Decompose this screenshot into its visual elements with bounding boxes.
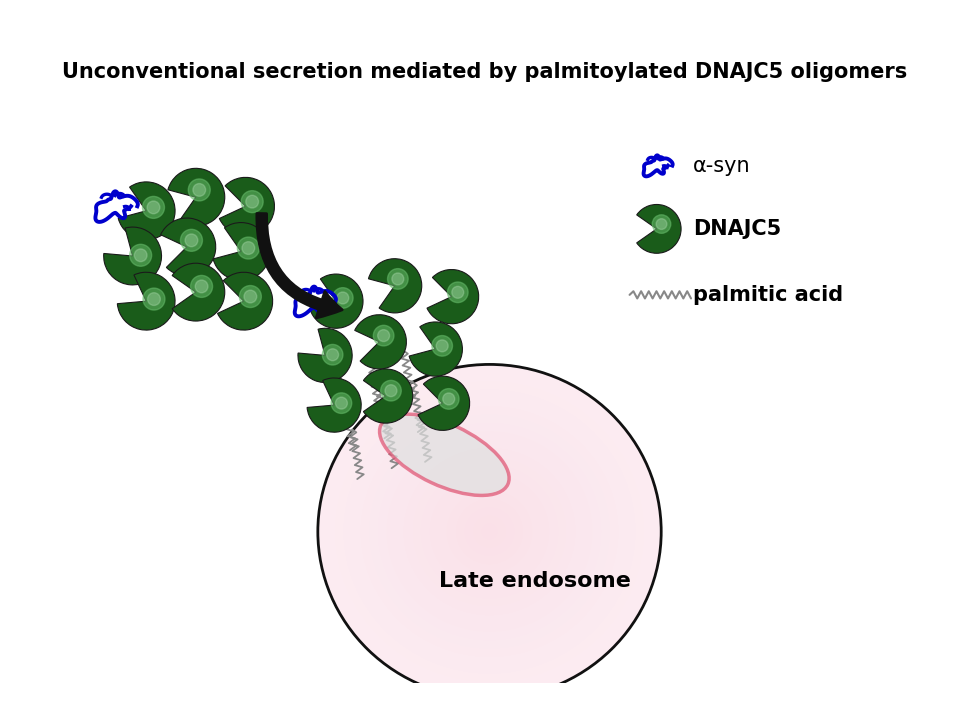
Circle shape bbox=[327, 349, 338, 360]
Wedge shape bbox=[217, 272, 272, 330]
Wedge shape bbox=[426, 269, 478, 324]
Circle shape bbox=[130, 244, 151, 266]
Circle shape bbox=[322, 345, 343, 365]
Wedge shape bbox=[363, 369, 412, 423]
Ellipse shape bbox=[463, 506, 515, 556]
Wedge shape bbox=[636, 205, 680, 253]
Wedge shape bbox=[219, 177, 274, 236]
FancyArrowPatch shape bbox=[257, 213, 342, 318]
Ellipse shape bbox=[481, 523, 498, 540]
Circle shape bbox=[330, 393, 352, 414]
Circle shape bbox=[134, 249, 147, 261]
Circle shape bbox=[447, 282, 468, 302]
Wedge shape bbox=[409, 322, 462, 376]
Wedge shape bbox=[355, 314, 406, 369]
Wedge shape bbox=[309, 274, 362, 328]
Circle shape bbox=[651, 215, 671, 233]
Wedge shape bbox=[307, 378, 360, 432]
Circle shape bbox=[442, 393, 454, 405]
Circle shape bbox=[452, 286, 463, 298]
Circle shape bbox=[142, 197, 165, 218]
Wedge shape bbox=[172, 264, 225, 321]
Wedge shape bbox=[104, 227, 162, 285]
Text: α-syn: α-syn bbox=[692, 156, 750, 176]
Circle shape bbox=[237, 237, 259, 259]
Text: Late endosome: Late endosome bbox=[438, 572, 630, 592]
Circle shape bbox=[336, 292, 349, 304]
Circle shape bbox=[388, 269, 408, 289]
Wedge shape bbox=[118, 182, 174, 240]
Ellipse shape bbox=[379, 414, 509, 495]
Wedge shape bbox=[168, 168, 225, 226]
Circle shape bbox=[377, 330, 390, 342]
Circle shape bbox=[335, 397, 347, 409]
Circle shape bbox=[436, 340, 448, 352]
Circle shape bbox=[245, 195, 259, 208]
Circle shape bbox=[373, 325, 393, 346]
Circle shape bbox=[180, 229, 203, 251]
Circle shape bbox=[185, 234, 198, 247]
Ellipse shape bbox=[318, 365, 661, 699]
Wedge shape bbox=[418, 376, 469, 430]
Circle shape bbox=[391, 273, 403, 285]
Circle shape bbox=[241, 242, 255, 254]
Circle shape bbox=[655, 219, 667, 230]
Text: DNAJC5: DNAJC5 bbox=[692, 219, 780, 239]
Circle shape bbox=[385, 385, 396, 396]
Circle shape bbox=[195, 280, 207, 293]
Circle shape bbox=[190, 276, 212, 297]
Wedge shape bbox=[213, 223, 269, 281]
Ellipse shape bbox=[454, 498, 523, 565]
Wedge shape bbox=[297, 328, 352, 383]
Circle shape bbox=[193, 184, 205, 196]
Wedge shape bbox=[161, 218, 215, 276]
Ellipse shape bbox=[472, 515, 506, 549]
Circle shape bbox=[244, 290, 257, 303]
Circle shape bbox=[380, 381, 401, 401]
Circle shape bbox=[147, 201, 160, 214]
Circle shape bbox=[239, 286, 261, 307]
Circle shape bbox=[431, 335, 452, 356]
Circle shape bbox=[188, 179, 210, 201]
Text: palmitic acid: palmitic acid bbox=[692, 285, 842, 305]
Circle shape bbox=[142, 288, 165, 310]
Circle shape bbox=[438, 388, 458, 409]
Circle shape bbox=[147, 293, 160, 305]
Circle shape bbox=[241, 191, 263, 213]
Text: Unconventional secretion mediated by palmitoylated DNAJC5 oligomers: Unconventional secretion mediated by pal… bbox=[62, 62, 907, 82]
Wedge shape bbox=[117, 272, 174, 330]
Wedge shape bbox=[368, 258, 422, 313]
Circle shape bbox=[332, 288, 353, 308]
